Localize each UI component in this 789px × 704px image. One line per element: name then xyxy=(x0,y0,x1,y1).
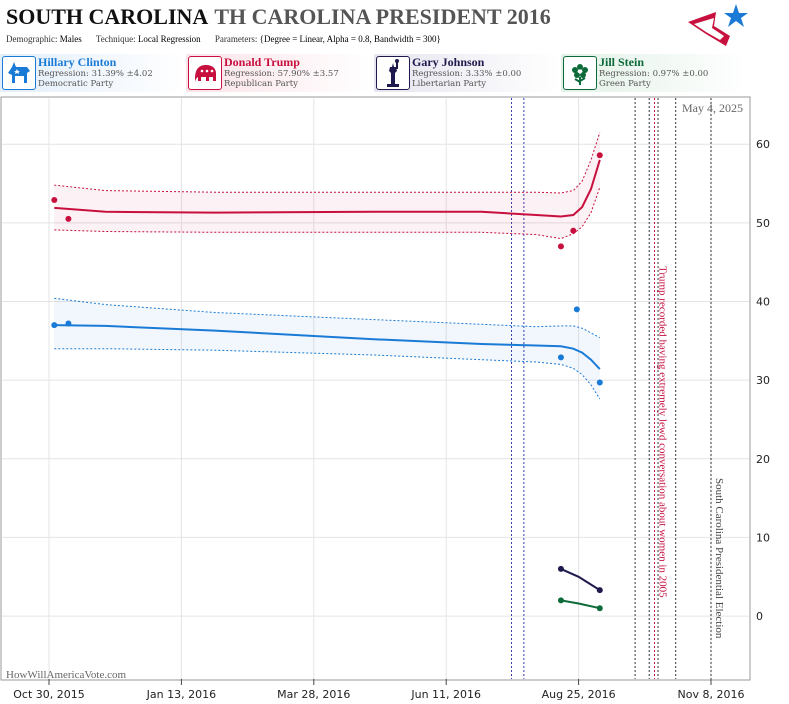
x-tick-label: Jun 11, 2016 xyxy=(410,688,481,701)
candidate-johnson: Gary Johnson Regression: 3.33% ±0.00 Lib… xyxy=(374,54,560,92)
title-state: SOUTH CAROLINA xyxy=(6,4,209,29)
x-tick-label: Jan 13, 2016 xyxy=(146,688,216,701)
clinton-poll-point xyxy=(51,322,58,329)
watermark: HowWillAmericaVote.com xyxy=(6,669,126,681)
trump-poll-point xyxy=(51,197,58,204)
y-tick-label: 10 xyxy=(756,531,770,544)
poll-chart: 0 10 20 30 40 50 60 Oct 30, 2015 Jan 13, 2016 Ma… xyxy=(0,96,770,701)
parameters-label: Parameters: xyxy=(214,34,258,44)
trump-poll-point xyxy=(570,227,577,234)
donkey-icon xyxy=(2,56,36,90)
candidate-name: Donald Trump xyxy=(224,55,300,69)
liberty-statue-icon xyxy=(376,56,410,90)
y-tick-label: 30 xyxy=(756,374,770,387)
johnson-fit-line xyxy=(560,567,601,591)
trump-poll-point xyxy=(65,215,72,222)
annotation-election-day: South Carolina Presidential Election xyxy=(713,478,725,639)
date-label: May 4, 2025 xyxy=(682,101,743,115)
trump-poll-point xyxy=(557,243,564,250)
plot-frame xyxy=(0,96,751,681)
clinton-poll-point xyxy=(65,320,72,327)
candidate-regression: Regression: 0.97% ±0.00 xyxy=(599,69,709,79)
x-tick-label: Aug 25, 2016 xyxy=(542,688,616,701)
title-rest: TH CAROLINA PRESIDENT 2016 xyxy=(214,4,551,29)
candidate-party: Democratic Party xyxy=(38,79,114,89)
chart-title: SOUTH CAROLINA TH CAROLINA PRESIDENT 2016 xyxy=(6,4,551,30)
candidate-legend: Hillary Clinton Regression: 31.39% ±4.02… xyxy=(0,54,789,94)
clinton-poll-point xyxy=(596,379,603,386)
stein-fit-line xyxy=(560,599,601,610)
y-tick-label: 0 xyxy=(756,610,763,623)
clinton-poll-point xyxy=(557,354,564,361)
stein-poll-point xyxy=(557,597,564,604)
candidate-regression: Regression: 57.90% ±3.57 xyxy=(224,69,339,79)
trump-poll-point xyxy=(596,152,603,159)
stein-poll-point xyxy=(596,605,603,612)
clinton-poll-point xyxy=(573,306,580,313)
clinton-fit-line xyxy=(54,324,601,370)
annotation-lewd-tape: Trump recorded having extremely lewd con… xyxy=(657,266,669,598)
demographic-label: Demographic: xyxy=(6,34,58,44)
clinton-band xyxy=(54,298,600,399)
y-tick-label: 20 xyxy=(756,453,770,466)
clinton-band-lower xyxy=(54,348,601,400)
candidate-party: Libertarian Party xyxy=(412,79,487,89)
y-tick-label: 40 xyxy=(756,295,770,308)
elephant-icon xyxy=(188,56,222,90)
candidate-name: Gary Johnson xyxy=(412,55,485,69)
demographic-value: Males xyxy=(59,34,82,44)
poll-points xyxy=(51,152,603,612)
x-axis: Oct 30, 2015 Jan 13, 2016 Mar 28, 2016 Jun … xyxy=(13,679,744,701)
event-lines xyxy=(511,98,712,679)
johnson-poll-point xyxy=(557,565,564,572)
candidate-stein: Jill Stein Regression: 0.97% ±0.00 Green… xyxy=(561,54,747,92)
candidate-party: Republican Party xyxy=(224,79,298,89)
candidate-party: Green Party xyxy=(599,79,651,89)
candidate-regression: Regression: 31.39% ±4.02 xyxy=(38,69,153,79)
candidate-trump: Donald Trump Regression: 57.90% ±3.57 Re… xyxy=(186,54,372,92)
chart-parameters: Demographic: Males Technique: Local Regr… xyxy=(6,34,453,44)
site-logo-icon xyxy=(688,4,748,46)
candidate-name: Jill Stein xyxy=(599,55,645,69)
y-axis: 0 10 20 30 40 50 60 xyxy=(756,138,770,623)
candidate-clinton: Hillary Clinton Regression: 31.39% ±4.02… xyxy=(0,54,186,92)
candidate-name: Hillary Clinton xyxy=(38,55,117,69)
regression-lines xyxy=(54,159,601,610)
x-tick-label: Mar 28, 2016 xyxy=(277,688,350,701)
trump-band-upper xyxy=(54,132,601,194)
clinton-band-upper xyxy=(54,297,601,339)
x-tick-label: Oct 30, 2015 xyxy=(13,688,85,701)
parameters-value: {Degree = Linear, Alpha = 0.8, Bandwidth… xyxy=(259,34,441,44)
y-tick-label: 60 xyxy=(756,138,770,151)
johnson-poll-point xyxy=(596,587,603,594)
trump-band-lower xyxy=(54,187,601,240)
technique-value: Local Regression xyxy=(137,34,201,44)
trump-fit-line xyxy=(54,159,601,218)
x-tick-label: Nov 8, 2016 xyxy=(678,688,745,701)
annotations: Trump recorded having extremely lewd con… xyxy=(657,266,725,639)
candidate-regression: Regression: 3.33% ±0.00 xyxy=(412,69,522,79)
technique-label: Technique: xyxy=(95,34,136,44)
y-tick-label: 50 xyxy=(756,217,770,230)
flower-icon xyxy=(563,56,597,90)
grid xyxy=(2,98,749,679)
